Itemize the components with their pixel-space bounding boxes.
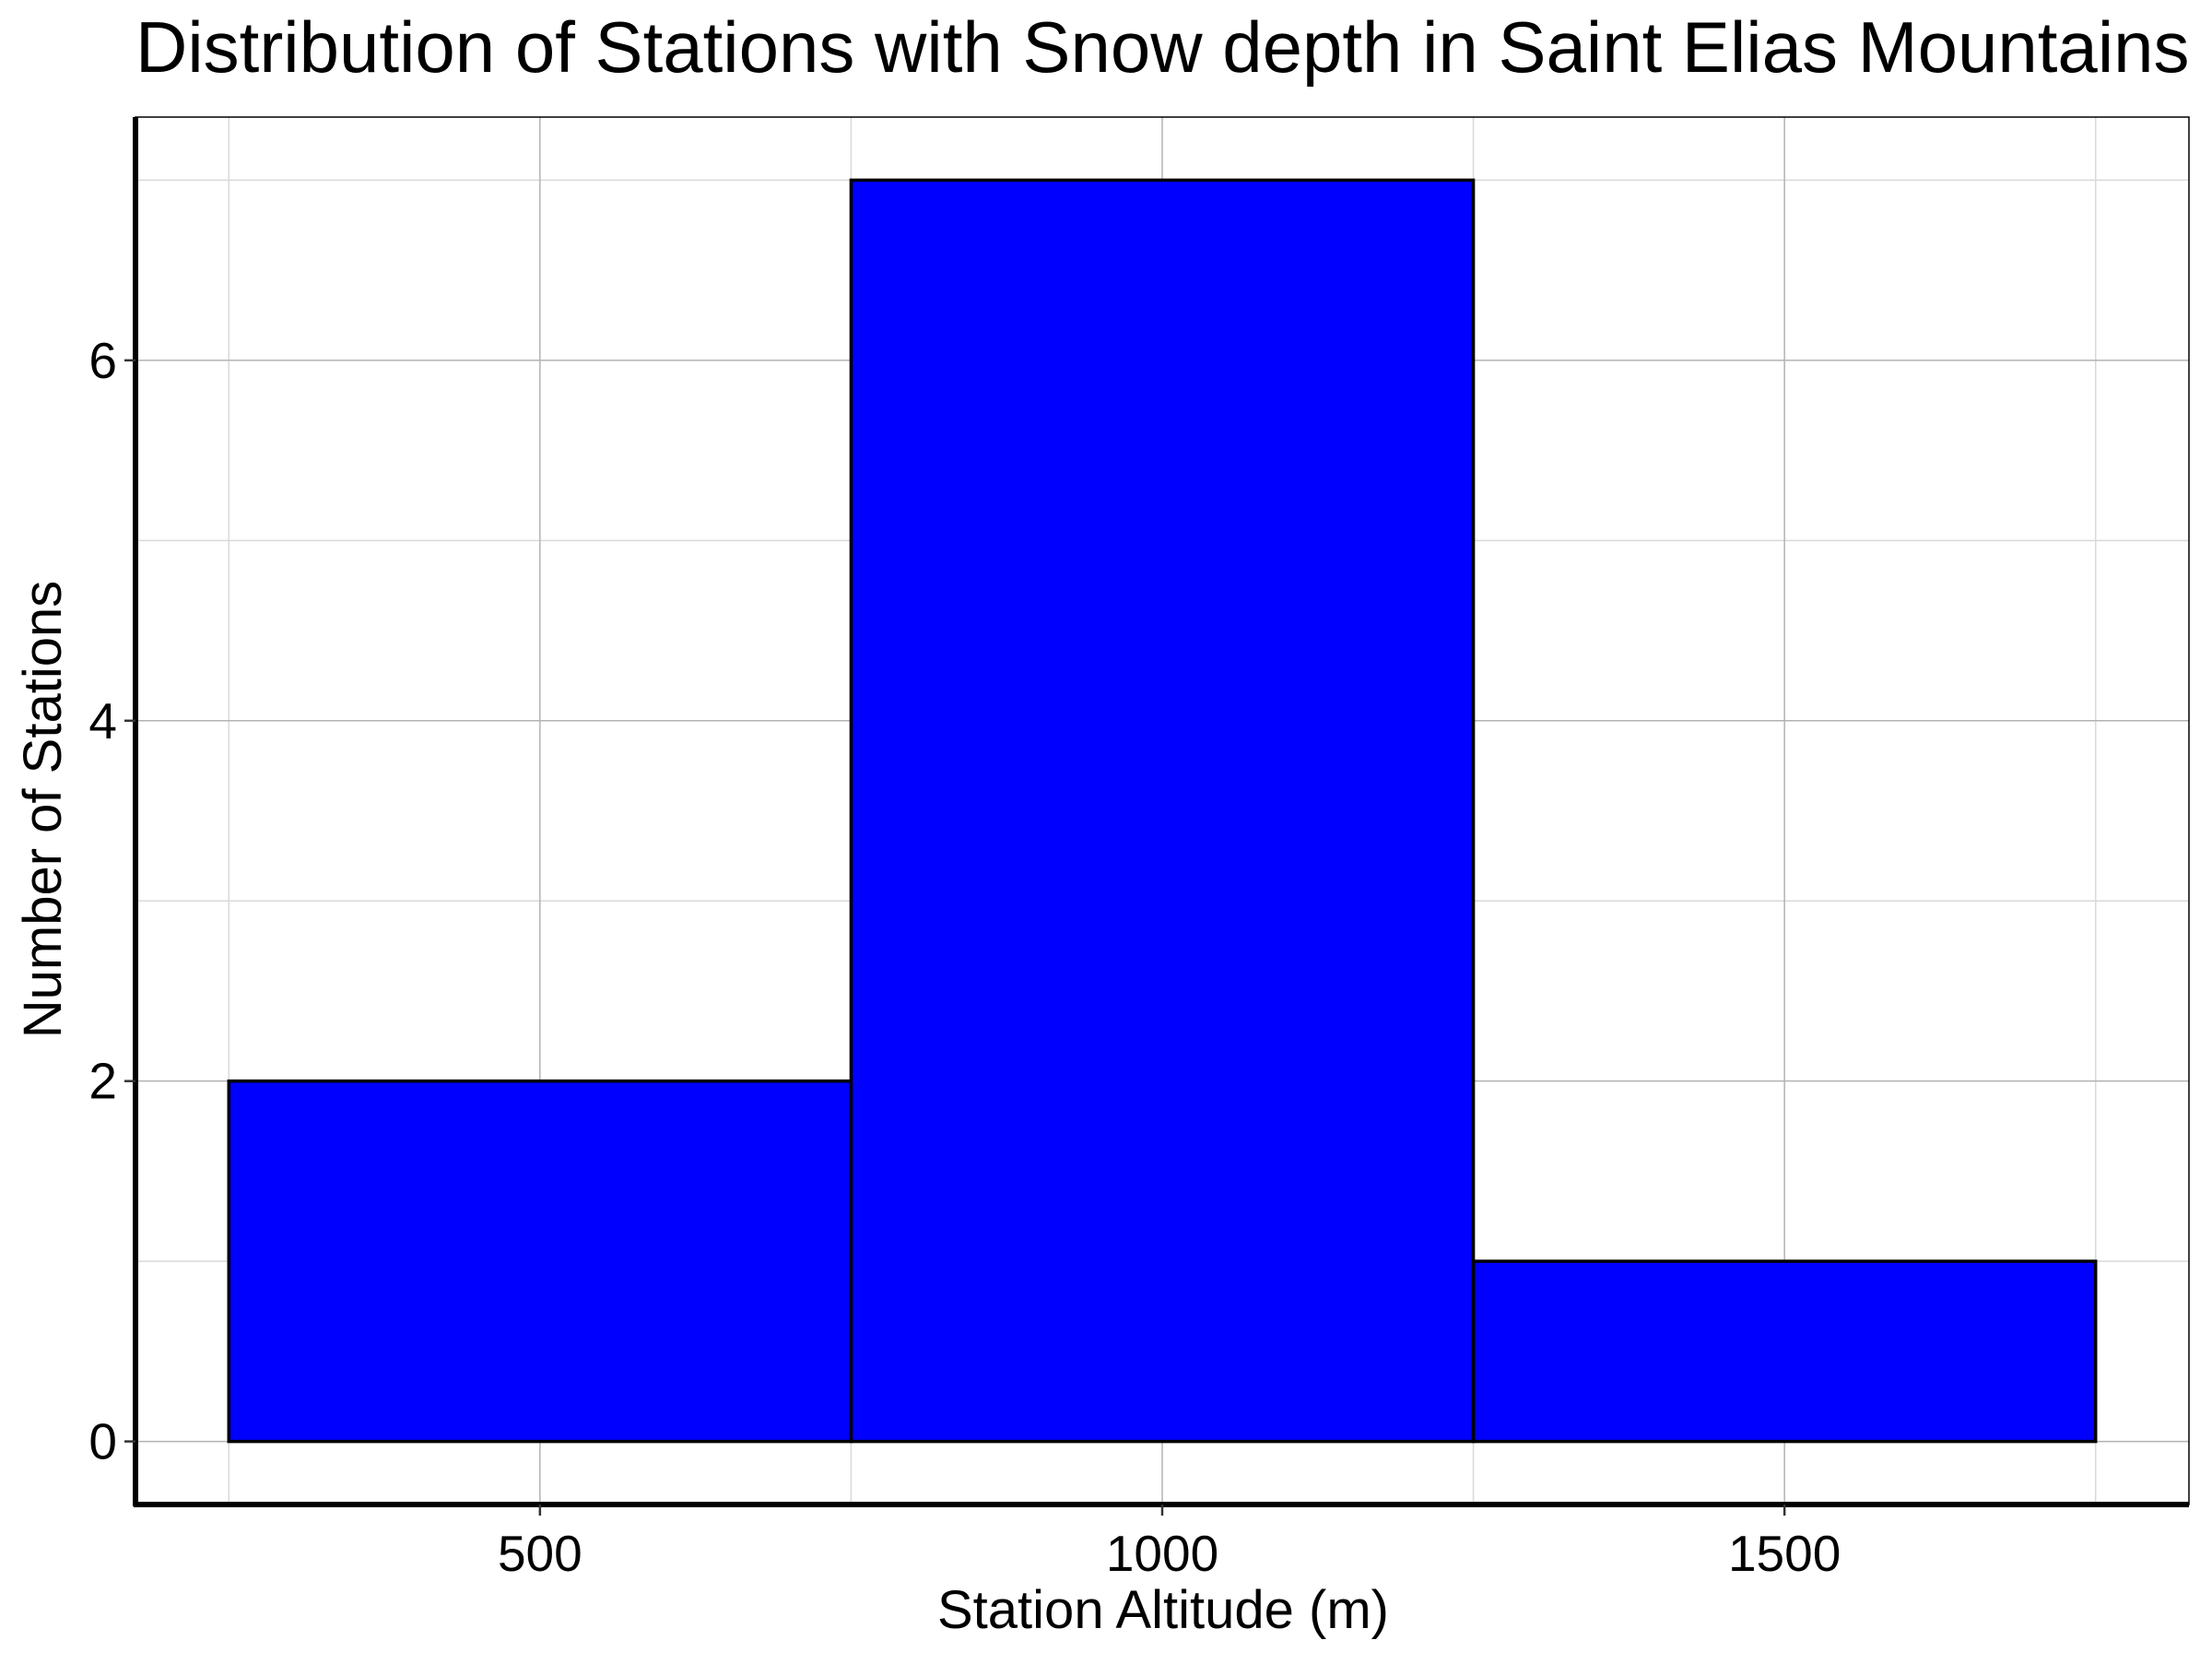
x-axis-title: Station Altitude (m) [937,1580,1389,1640]
y-tick-label: 0 [88,1413,117,1470]
y-axis-title: Number of Stations [13,581,73,1038]
tick-labels: 500 1000 1500 0 2 4 6 [88,332,1841,1582]
histogram-bar [849,178,1476,1444]
x-tick-label: 1000 [1106,1525,1218,1582]
histogram-bar [227,1079,853,1444]
y-tick-label: 6 [88,332,117,389]
chart-title: Distribution of Stations with Snow depth… [135,6,2190,88]
y-tick-label: 4 [88,692,117,749]
x-tick-label: 500 [498,1525,582,1582]
y-tick-label: 2 [88,1053,117,1110]
histogram-bars [227,178,2098,1444]
histogram-bar [1471,1259,2098,1444]
x-tick-label: 1500 [1728,1525,1841,1582]
